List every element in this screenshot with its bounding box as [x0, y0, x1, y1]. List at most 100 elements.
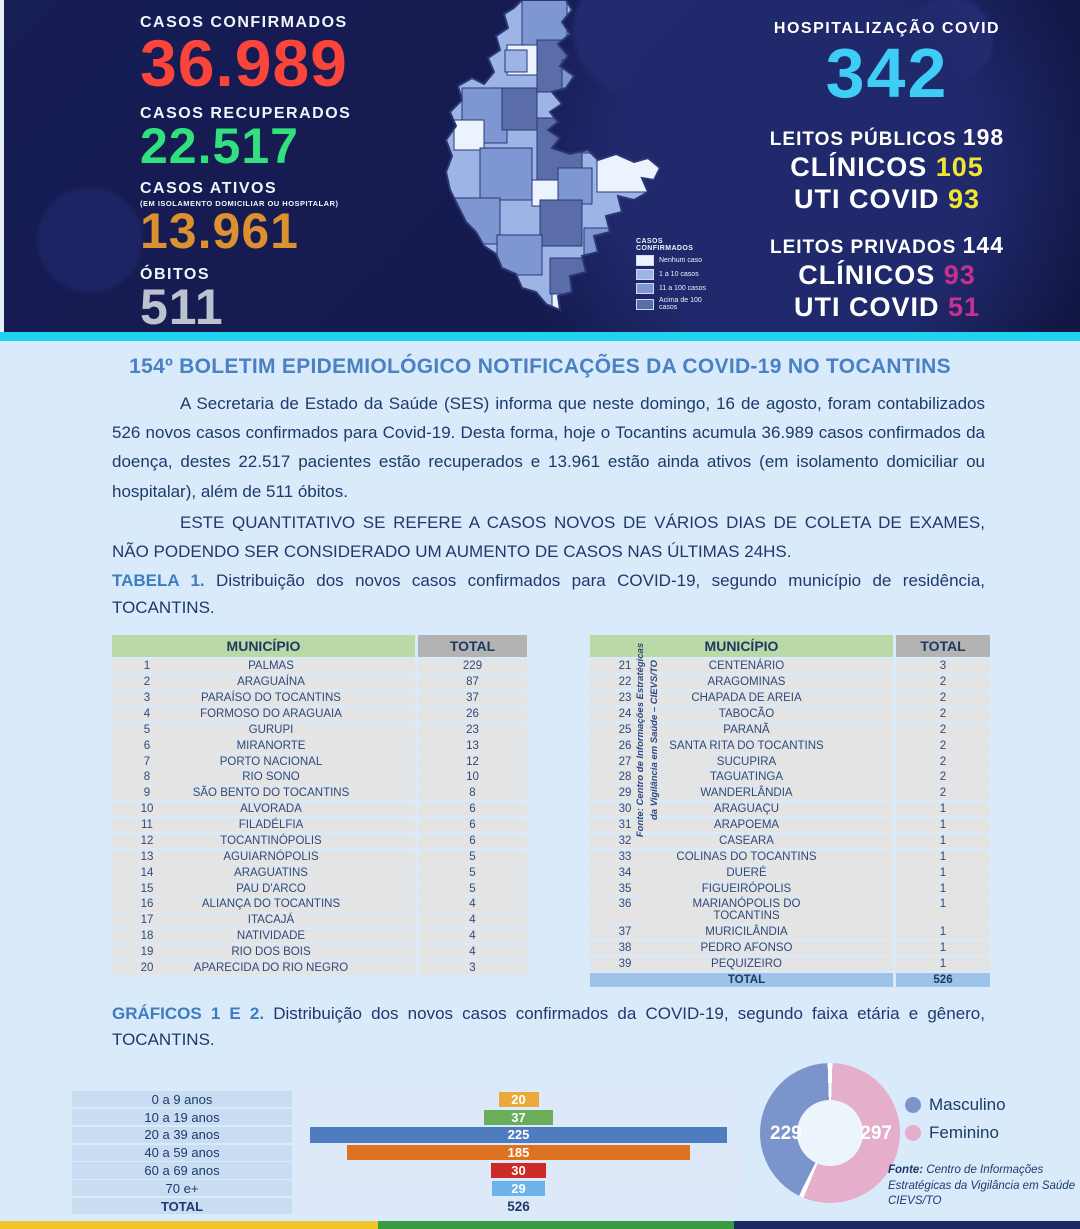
table-row: 10 ALVORADA 6: [112, 801, 527, 817]
stat-obitos: ÓBITOS 511: [140, 266, 351, 332]
municipio-table-left: MUNICÍPIO TOTAL 1 PALMAS 229 2 ARAGUAÍNA 87 3 P…: [112, 635, 527, 989]
gender-fonte: Fonte: Centro de Informações Estratégica…: [888, 1164, 1076, 1208]
age-chart-row: 0 a 9 anos 20: [72, 1091, 745, 1108]
hero-header: CASOS CONFIRMADOS 36.989 CASOS RECUPERAD…: [0, 0, 1080, 332]
age-chart-row: 40 a 59 anos 185: [72, 1144, 745, 1161]
age-bar: 20: [498, 1091, 539, 1107]
table-row: 33 COLINAS DO TOCANTINS 1: [590, 849, 990, 864]
leitos-publicos-total: 198: [962, 124, 1005, 150]
col-header-total: TOTAL: [418, 635, 527, 658]
table-fonte-vertical: Fonte: Centro de Informações Estratégica…: [635, 642, 661, 838]
stat-recuperados: CASOS RECUPERADOS 22.517: [140, 104, 352, 174]
table-row: 36 MARIANÓPOLIS DO TOCANTINS 1: [590, 897, 990, 924]
col-header-municipio: MUNICÍPIO: [590, 635, 893, 658]
table-row: 20 APARECIDA DO RIO NEGRO 3: [112, 960, 527, 976]
stat-recuperados-value: 22.517: [140, 117, 299, 174]
stat-confirmados: CASOS CONFIRMADOS 36.989: [140, 14, 351, 96]
tocantins-map-svg: [444, 0, 662, 312]
stripe-green: [378, 1221, 735, 1229]
legend-item: Acima de 100 casos: [636, 297, 722, 311]
legend-masculino: Masculino: [905, 1095, 1006, 1115]
table-row: 7 PORTO NACIONAL 12: [112, 754, 527, 769]
map-legend: CASOS CONFIRMADOS Nenhum caso 1 a 10 cas…: [636, 238, 722, 311]
feminino-value: 297: [860, 1123, 892, 1145]
age-bar: 29: [491, 1180, 546, 1196]
legend-swatch: [636, 269, 654, 280]
table-row: 5 GURUPI 23: [112, 722, 527, 737]
masculino-value: 229: [770, 1123, 802, 1145]
col-header-total: TOTAL: [896, 635, 990, 658]
legend-feminino: Feminino: [905, 1123, 1006, 1143]
feminino-dot: [905, 1125, 921, 1142]
table-row: 2 ARAGUAÍNA 87: [112, 674, 527, 690]
leitos-privados-total: 144: [962, 231, 1005, 258]
legend-swatch: [636, 298, 654, 310]
table-row: 28 TAGUATINGA 2: [590, 770, 990, 785]
table-row: 18 NATIVIDADE 4: [112, 928, 527, 944]
table-row: 6 MIRANORTE 13: [112, 738, 527, 753]
age-chart-row: 60 a 69 anos 30: [72, 1162, 745, 1179]
paragraph-1: A Secretaria de Estado da Saúde (SES) in…: [112, 394, 985, 501]
table-row: 14 ARAGUATINS 5: [112, 865, 527, 880]
age-bar: 37: [484, 1109, 553, 1125]
gender-donut-chart: 229 297: [760, 1063, 900, 1204]
age-bar: 30: [490, 1162, 547, 1179]
clinicos-privados-value: 93: [943, 259, 976, 290]
cyan-divider: [0, 332, 1080, 341]
right-stats: HOSPITALIZAÇÃO COVID 342 LEITOS PÚBLICOS…: [742, 20, 1032, 324]
table-row: 3 PARAÍSO DO TOCANTINS 37: [112, 690, 527, 706]
table-row: 16 ALIANÇA DO TOCANTINS 4: [112, 897, 527, 912]
table-row: 19 RIO DOS BOIS 4: [112, 944, 527, 960]
table-row: 4 FORMOSO DO ARAGUAIA 26: [112, 706, 527, 722]
tocantins-map: CASOS CONFIRMADOS Nenhum caso 1 a 10 cas…: [402, 0, 722, 330]
table-row: 1 PALMAS 229: [112, 659, 527, 674]
bulletin-body: 154º BOLETIM EPIDEMIOLÓGICO NOTIFICAÇÕES…: [0, 341, 1080, 1229]
legend-item: 1 a 10 casos: [636, 269, 722, 280]
table-row: 24 TABOCÃO 2: [590, 706, 990, 722]
age-chart-total-row: TOTAL 526: [72, 1197, 745, 1215]
table-row: 11 FILADÉLFIA 6: [112, 817, 527, 833]
table-row: 37 MURICILÂNDIA 1: [590, 925, 990, 940]
left-stats: CASOS CONFIRMADOS 36.989 CASOS RECUPERAD…: [140, 14, 351, 331]
table-row: 26 SANTA RITA DO TOCANTINS 2: [590, 738, 990, 753]
stat-hospitalizacao-value: 342: [825, 34, 949, 112]
uti-privados-value: 51: [947, 292, 981, 323]
leitos-privados: LEITOS PRIVADOS 144 CLÍNICOS 93 UTI COVI…: [769, 231, 1005, 323]
masculino-dot: [905, 1097, 921, 1114]
municipio-tables: MUNICÍPIO TOTAL 1 PALMAS 229 2 ARAGUAÍNA 87 3 P…: [112, 635, 1080, 989]
table-row: 39 PEQUIZEIRO 1: [590, 956, 990, 972]
municipio-table-right: MUNICÍPIO TOTAL 21 CENTENÁRIO 3 22 ARAGOMINA…: [590, 635, 990, 989]
stat-obitos-value: 511: [140, 278, 224, 335]
table-row: 12 TOCANTINÓPOLIS 6: [112, 833, 527, 849]
stripe-navy: [734, 1221, 1080, 1229]
stripe-yellow: [0, 1221, 378, 1229]
table-row: 29 WANDERLÂNDIA 2: [590, 786, 990, 801]
table-row: 21 CENTENÁRIO 3: [590, 659, 990, 674]
table-gap: [527, 635, 590, 989]
table-row: 32 CASEARA 1: [590, 833, 990, 849]
graficos-1-2: 0 a 9 anos 20 10 a 19 anos 37 20 a 39 anos 22…: [0, 1063, 1080, 1223]
stat-ativos-value: 13.961: [140, 203, 299, 260]
table-row: 13 AGUIARNÓPOLIS 5: [112, 849, 527, 864]
graficos12-caption: GRÁFICOS 1 E 2. Distribuição dos novos c…: [112, 1003, 985, 1049]
table-row: 30 ARAGUAÇU 1: [590, 801, 990, 817]
paragraph-2: ESTE QUANTITATIVO SE REFERE A CASOS NOVO…: [112, 512, 985, 562]
clinicos-publicos-value: 105: [935, 152, 984, 182]
table-row: 15 PAU D'ARCO 5: [112, 881, 527, 896]
age-bar-chart: 0 a 9 anos 20 10 a 19 anos 37 20 a 39 anos 22…: [72, 1091, 745, 1215]
uti-publicos-value: 93: [947, 184, 981, 215]
bottom-stripe: [0, 1221, 1080, 1229]
col-header-municipio: MUNICÍPIO: [112, 635, 415, 658]
age-chart-row: 20 a 39 anos 225: [72, 1126, 745, 1144]
age-chart-row: 70 e+ 29: [72, 1180, 745, 1197]
age-bar: 225: [310, 1127, 727, 1143]
legend-swatch: [636, 255, 654, 266]
gender-legend: Masculino Feminino: [905, 1095, 1006, 1151]
table-row: 31 ARAPOEMA 1: [590, 817, 990, 833]
tabela1-caption: TABELA 1. Distribuição dos novos casos c…: [112, 571, 985, 617]
table-row: 8 RIO SONO 10: [112, 770, 527, 785]
table-row: 35 FIGUEIRÓPOLIS 1: [590, 881, 990, 896]
table-right-body: 21 CENTENÁRIO 3 22 ARAGOMINAS 2 23 CHAPADA DE A…: [590, 659, 990, 988]
table-row: 17 ITACAJÁ 4: [112, 913, 527, 928]
